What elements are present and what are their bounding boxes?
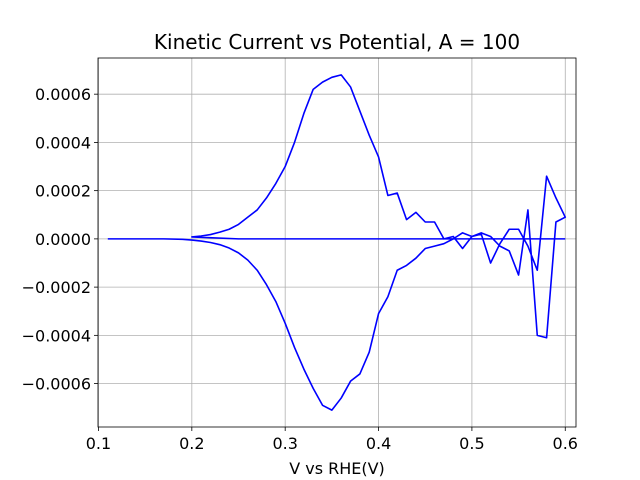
x-axis-title: V vs RHE(V) xyxy=(289,459,385,478)
y-tick-label: 0.0006 xyxy=(35,85,91,104)
x-tick-label: 0.6 xyxy=(553,434,578,453)
x-tick-label: 0.5 xyxy=(459,434,484,453)
y-tick-label: 0.0002 xyxy=(35,182,91,201)
y-tick-label: −0.0006 xyxy=(22,375,91,394)
y-tick-label: −0.0002 xyxy=(22,278,91,297)
x-tick-label: 0.4 xyxy=(366,434,391,453)
y-tick-label: 0.0004 xyxy=(35,133,91,152)
series-line-0 xyxy=(107,74,567,411)
x-tick-label: 0.3 xyxy=(272,434,297,453)
x-tick-label: 0.2 xyxy=(179,434,204,453)
ticks-layer: 0.1 0.2 0.3 0.4 0.5 0.6 −0.0006 −0.0004 −0.0002 0… xyxy=(22,85,578,453)
grid-layer xyxy=(98,58,576,427)
y-tick-label: 0.0000 xyxy=(35,230,91,249)
y-tick-label: −0.0004 xyxy=(22,326,91,345)
chart-title: Kinetic Current vs Potential, A = 100 xyxy=(154,30,520,54)
plot-frame xyxy=(97,57,577,428)
series-layer xyxy=(107,74,567,411)
x-tick-label: 0.1 xyxy=(86,434,111,453)
